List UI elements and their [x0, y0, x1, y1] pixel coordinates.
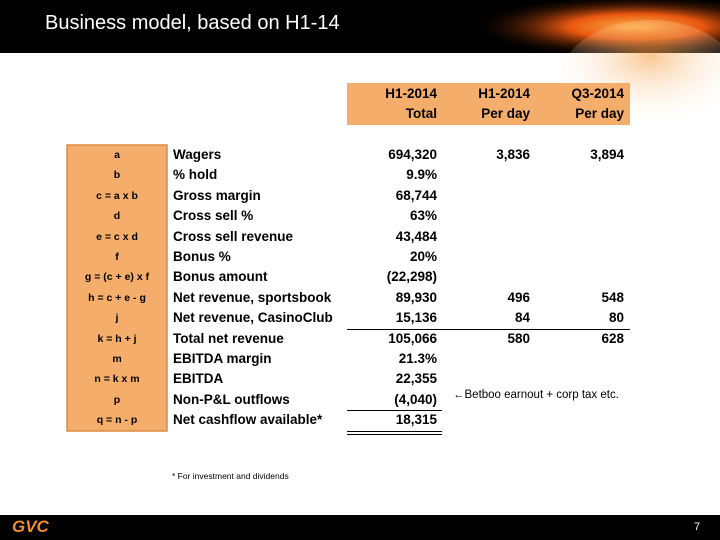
value-cell: 15,136 — [395, 310, 437, 326]
row-label: Bonus amount — [173, 269, 268, 285]
value-cell: 20% — [409, 249, 437, 264]
row-label: Total net revenue — [173, 330, 284, 346]
formula: h = c + e - g — [88, 291, 146, 304]
row-label: % hold — [173, 167, 218, 183]
formula: q = n - p — [96, 414, 138, 427]
row-label: Net cashflow available* — [173, 412, 323, 428]
row-label: Wagers — [173, 147, 222, 162]
formula: m — [112, 353, 122, 365]
value-cell: 496 — [507, 289, 530, 305]
formula: g = (c + e) x f — [84, 271, 150, 284]
formula: j — [115, 312, 119, 325]
value-cell: 18,315 — [395, 412, 437, 428]
value-cell: 3,894 — [590, 147, 624, 162]
formula: b — [113, 169, 121, 182]
column-header: H1-2014 — [478, 86, 530, 101]
value-cell: 84 — [514, 310, 530, 326]
value-cell: 43,484 — [395, 228, 437, 244]
column-header: Q3-2014 — [571, 86, 624, 101]
rule — [347, 410, 442, 412]
annotation: ←Betboo earnout + corp tax etc. — [453, 389, 619, 401]
row-label: EBITDA — [173, 371, 224, 387]
formula: e = c x d — [96, 230, 138, 243]
value-cell: (4,040) — [394, 391, 437, 407]
value-cell: 3,836 — [496, 147, 530, 162]
page-number: 7 — [694, 521, 701, 533]
row-label: EBITDA margin — [173, 351, 272, 366]
column-header: Per day — [575, 106, 624, 121]
column-header: Total — [405, 106, 437, 121]
row-label: Bonus % — [173, 249, 231, 264]
row-label: Net revenue, sportsbook — [173, 289, 332, 305]
formula: d — [113, 210, 121, 223]
rule — [347, 430, 442, 432]
rule — [347, 328, 630, 330]
footnote: * For investment and dividends — [172, 471, 289, 481]
formula: a — [114, 149, 120, 161]
formula: p — [113, 393, 121, 406]
row-label: Net revenue, CasinoClub — [173, 310, 333, 326]
formula: f — [115, 251, 119, 263]
logo: GVC — [12, 517, 49, 536]
value-cell: 694,320 — [388, 147, 437, 162]
row-label: Gross margin — [173, 187, 261, 203]
value-cell: (22,298) — [386, 269, 437, 285]
row-label: Non-P&L outflows — [173, 391, 290, 407]
formula: n = k x m — [94, 373, 140, 386]
value-cell: 580 — [507, 330, 530, 346]
value-cell: 548 — [601, 289, 624, 305]
slide-title: Business model, based on H1-14 — [45, 12, 340, 34]
column-header: Per day — [481, 106, 530, 121]
value-cell: 63% — [409, 208, 437, 224]
column-header: H1-2014 — [385, 86, 437, 101]
value-cell: 80 — [608, 310, 624, 326]
row-label: Cross sell revenue — [173, 228, 294, 244]
value-cell: 105,066 — [388, 330, 437, 346]
row-label: Cross sell % — [173, 208, 254, 224]
rule — [347, 433, 442, 435]
value-cell: 22,355 — [395, 371, 437, 387]
formula: c = a x b — [96, 189, 138, 202]
value-cell: 628 — [601, 330, 624, 346]
value-cell: 68,744 — [395, 187, 437, 203]
value-cell: 89,930 — [395, 289, 437, 305]
formula: k = h + j — [97, 332, 137, 345]
value-cell: 21.3% — [398, 351, 437, 366]
value-cell: 9.9% — [406, 167, 437, 183]
